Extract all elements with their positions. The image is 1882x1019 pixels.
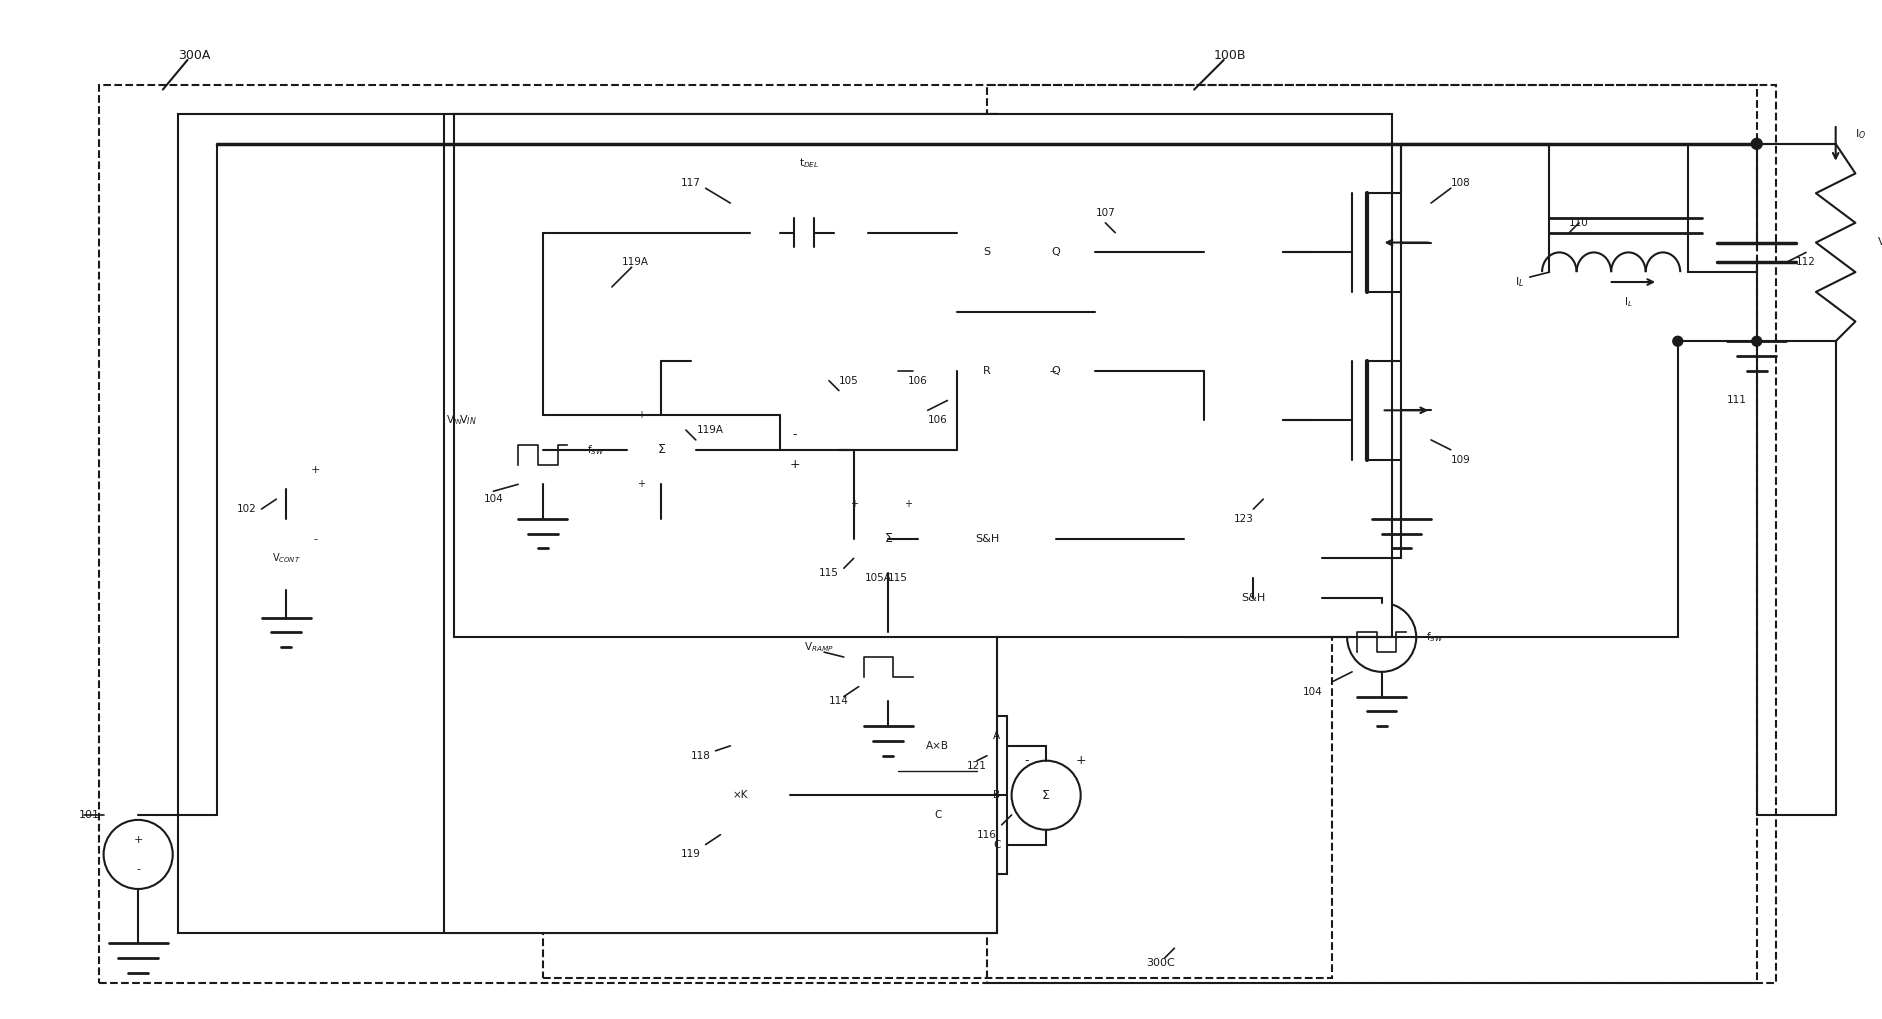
Bar: [1184, 558, 1323, 637]
Bar: [177, 114, 997, 933]
Text: -: -: [314, 534, 318, 543]
Circle shape: [275, 567, 297, 590]
Text: -: -: [792, 428, 796, 441]
Text: 119A: 119A: [696, 425, 725, 435]
Text: 123: 123: [1233, 514, 1253, 524]
Text: +: +: [134, 835, 143, 845]
Text: ×K: ×K: [732, 790, 747, 800]
Polygon shape: [691, 746, 790, 845]
Circle shape: [1752, 139, 1762, 149]
Text: 107: 107: [1095, 208, 1116, 218]
Text: V$_{IN}$: V$_{IN}$: [459, 414, 476, 427]
Text: 106: 106: [928, 415, 947, 425]
Circle shape: [508, 416, 578, 484]
Bar: [751, 194, 868, 272]
Text: 115: 115: [888, 573, 907, 583]
Circle shape: [627, 416, 696, 484]
Text: 101: 101: [79, 810, 100, 820]
Text: I$_L$: I$_L$: [1515, 275, 1524, 289]
Text: 114: 114: [828, 696, 849, 706]
Text: f$_{SW}$: f$_{SW}$: [1427, 631, 1443, 644]
Circle shape: [1752, 336, 1762, 346]
Bar: [474, 282, 800, 558]
Polygon shape: [1204, 381, 1284, 460]
Text: +: +: [849, 499, 858, 510]
Circle shape: [275, 497, 297, 521]
Text: +: +: [789, 459, 800, 471]
Text: A: A: [994, 731, 1001, 741]
Text: Σ: Σ: [657, 443, 664, 457]
Text: 117: 117: [681, 178, 700, 189]
Text: 119A: 119A: [621, 257, 649, 267]
Text: 105: 105: [839, 376, 858, 386]
Circle shape: [104, 820, 173, 889]
Text: f$_{SW}$: f$_{SW}$: [587, 443, 604, 457]
Text: V$_{RAMP}$: V$_{RAMP}$: [804, 640, 834, 654]
Bar: [98, 85, 1777, 982]
Text: 109: 109: [1451, 454, 1470, 465]
Text: 112: 112: [1795, 257, 1816, 267]
Circle shape: [1013, 760, 1080, 829]
Text: S&H: S&H: [975, 534, 999, 543]
Text: 118: 118: [691, 751, 711, 761]
Text: -: -: [136, 864, 139, 874]
Text: +: +: [903, 499, 913, 510]
Text: R: R: [982, 366, 990, 376]
Text: +: +: [638, 479, 646, 489]
Text: 300C: 300C: [1146, 958, 1174, 968]
Text: C: C: [933, 810, 941, 820]
Text: I$_L$: I$_L$: [1624, 294, 1634, 309]
Bar: [986, 85, 1756, 982]
Text: 115: 115: [819, 569, 839, 578]
Text: 300A: 300A: [177, 49, 211, 61]
Text: t$_{DEL}$: t$_{DEL}$: [800, 157, 819, 170]
Text: A×B: A×B: [926, 741, 949, 751]
Text: S: S: [984, 248, 990, 258]
Text: 105A: 105A: [866, 573, 892, 583]
Text: 108: 108: [1451, 178, 1470, 189]
Circle shape: [854, 504, 922, 573]
Bar: [454, 114, 1391, 637]
Text: Σ: Σ: [1043, 789, 1050, 802]
Text: B: B: [994, 790, 1001, 800]
Text: 102: 102: [237, 504, 256, 514]
Circle shape: [1673, 336, 1683, 346]
Text: Q: Q: [1052, 248, 1060, 258]
Text: V$_O$: V$_O$: [1876, 235, 1882, 250]
Text: +: +: [311, 465, 320, 475]
Text: S&H: S&H: [1242, 593, 1265, 603]
Bar: [542, 633, 1332, 978]
Text: 111: 111: [1728, 395, 1746, 406]
Polygon shape: [1204, 213, 1284, 291]
Bar: [444, 114, 997, 933]
Text: 104: 104: [484, 494, 502, 504]
Text: 119: 119: [681, 850, 700, 859]
Text: C: C: [994, 840, 1001, 850]
Text: -: -: [1024, 754, 1029, 767]
Text: 100B: 100B: [1214, 49, 1246, 61]
Circle shape: [1348, 603, 1417, 672]
Text: +: +: [1075, 754, 1086, 767]
Text: Σ: Σ: [885, 532, 892, 545]
Bar: [958, 223, 1095, 400]
Bar: [868, 716, 1007, 874]
Text: 121: 121: [967, 760, 986, 770]
Text: 116: 116: [977, 829, 997, 840]
Circle shape: [854, 633, 922, 701]
Text: V$_{CONT}$: V$_{CONT}$: [271, 551, 301, 566]
Polygon shape: [779, 411, 839, 489]
Circle shape: [211, 139, 222, 149]
Text: 106: 106: [907, 376, 928, 386]
Bar: [918, 499, 1056, 578]
Text: Q̄: Q̄: [1052, 366, 1060, 376]
Text: I$_O$: I$_O$: [1856, 127, 1865, 141]
Text: +: +: [638, 411, 646, 420]
Text: 110: 110: [1570, 218, 1588, 228]
Text: V$_{IN}$: V$_{IN}$: [446, 414, 463, 427]
Text: 104: 104: [1302, 687, 1323, 697]
